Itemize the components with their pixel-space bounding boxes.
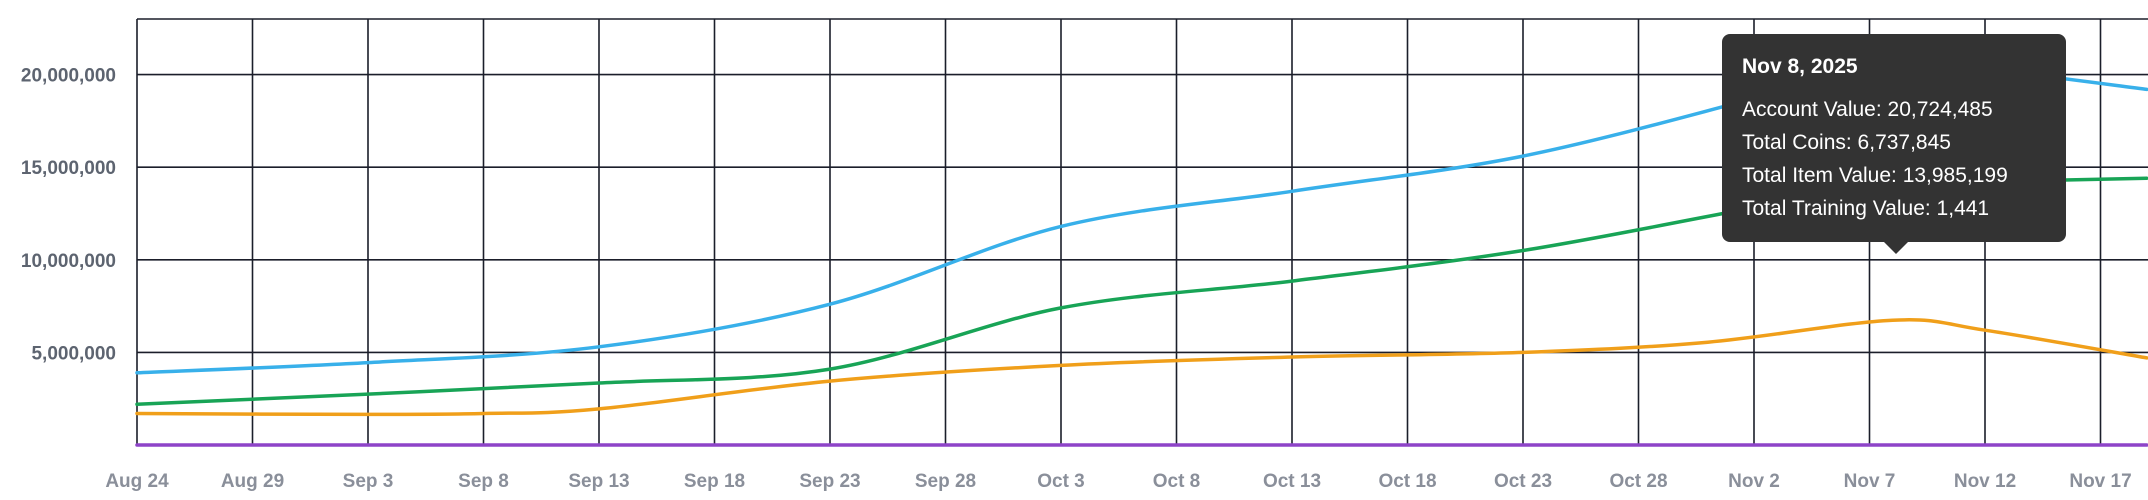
x-tick-label: Sep 8 — [458, 471, 509, 492]
x-tick-label: Nov 17 — [2069, 471, 2131, 492]
series-line-total-coins — [135, 318, 2148, 417]
tooltip-account-value: Account Value: 20,724,485 — [1742, 98, 1993, 121]
x-tick-label: Aug 29 — [221, 471, 284, 492]
y-tick-label: 5,000,000 — [31, 343, 116, 364]
x-tick-label: Nov 2 — [1728, 471, 1780, 492]
tooltip-total-training-value: Total Training Value: 1,441 — [1742, 197, 1990, 220]
chart-tooltip: Nov 8, 2025 Account Value: 20,724,485 To… — [1722, 34, 2066, 254]
x-tick-label: Sep 18 — [684, 471, 745, 492]
x-tick-label: Oct 23 — [1494, 471, 1552, 492]
x-tick-label: Sep 13 — [568, 471, 629, 492]
y-tick-label: 15,000,000 — [21, 158, 116, 179]
y-tick-label: 20,000,000 — [21, 66, 116, 87]
x-tick-label: Sep 3 — [343, 471, 394, 492]
x-tick-label: Oct 8 — [1153, 471, 1201, 492]
x-tick-label: Oct 3 — [1037, 471, 1085, 492]
tooltip-date: Nov 8, 2025 — [1742, 55, 1858, 78]
x-tick-label: Aug 24 — [105, 471, 169, 492]
x-tick-label: Oct 18 — [1378, 471, 1436, 492]
tooltip-total-coins: Total Coins: 6,737,845 — [1742, 131, 1951, 154]
x-tick-label: Sep 28 — [915, 471, 976, 492]
x-tick-label: Nov 7 — [1844, 471, 1896, 492]
y-tick-label: 10,000,000 — [21, 251, 116, 272]
x-tick-label: Oct 13 — [1263, 471, 1321, 492]
x-tick-label: Oct 28 — [1609, 471, 1667, 492]
x-tick-label: Sep 23 — [799, 471, 860, 492]
x-tick-label: Nov 12 — [1954, 471, 2016, 492]
tooltip-total-item-value: Total Item Value: 13,985,199 — [1742, 164, 2008, 187]
